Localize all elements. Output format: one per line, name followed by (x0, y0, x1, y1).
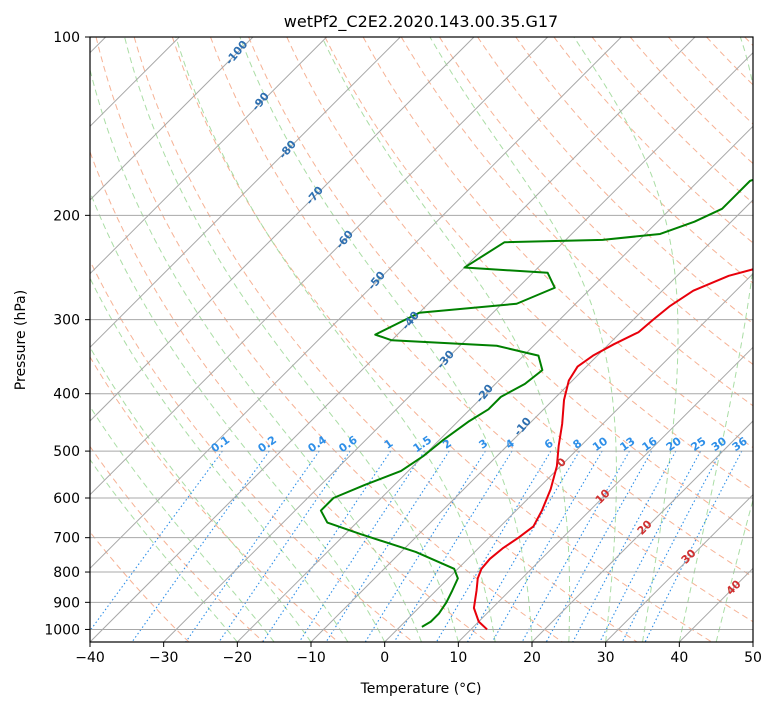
dry-adiabat-line (171, 37, 712, 642)
dry-adiabat-line (90, 445, 264, 642)
x-tick-label: −30 (149, 650, 179, 666)
mixing-ratio-line (467, 450, 580, 642)
isotherm-line (236, 125, 753, 642)
profiles (319, 178, 753, 631)
dewpoint-profile-line (319, 178, 753, 628)
moist-adiabat-line (90, 67, 422, 642)
isotherm-line (310, 199, 753, 642)
dry-adiabat-line (591, 37, 753, 204)
moist-adiabat-line (321, 37, 571, 642)
y-tick-label: 700 (53, 531, 80, 547)
x-axis: −40 −30 −20 −10 0 10 20 30 40 50 (75, 642, 762, 666)
x-tick-label: 40 (670, 650, 688, 666)
pressure-gridlines (90, 37, 753, 630)
mixing-ratio-line (218, 450, 351, 642)
dry-adiabat-line (210, 37, 753, 623)
y-tick-label: 300 (53, 313, 80, 329)
temperature-profile-line (472, 268, 753, 631)
dry-adiabat-line (95, 37, 563, 642)
isotherm-line (90, 37, 622, 570)
moist-adiabat-line (715, 498, 753, 642)
isotherm-line (384, 272, 753, 642)
isotherm-line (90, 37, 254, 201)
isotherm-line (90, 37, 475, 422)
mixing-ratio-line (393, 450, 513, 642)
x-tick-label: 30 (597, 650, 615, 666)
moist-adiabat-line (90, 277, 349, 642)
dry-adiabat-line (324, 37, 753, 491)
moist-adiabat-line (90, 405, 275, 642)
y-axis-title: Pressure (hPa) (13, 290, 29, 390)
x-tick-label: −40 (75, 650, 105, 666)
isotherm-line (163, 51, 753, 642)
isotherm-line (90, 37, 549, 496)
mixing-ratio-line (185, 450, 320, 642)
mixing-ratio-line (521, 450, 630, 642)
y-tick-label: 200 (53, 208, 80, 224)
x-tick-label: 0 (380, 650, 389, 666)
moist-adiabat-line (175, 37, 496, 642)
plot-frame (89, 36, 754, 643)
dry-adiabat-line (90, 356, 339, 642)
moist-adiabat-line (429, 37, 617, 642)
mixing-ratio-line (131, 450, 270, 642)
isotherm-line (531, 420, 753, 642)
isotherm-line (90, 37, 328, 275)
moist-adiabat-line (90, 190, 386, 642)
dry-adiabat-line (553, 37, 753, 244)
mixing-ratio-line (599, 450, 702, 642)
y-tick-label: 800 (53, 565, 80, 581)
x-tick-label: 50 (744, 650, 762, 666)
y-tick-label: 900 (53, 595, 80, 611)
mixing-ratio-line (572, 450, 677, 642)
y-tick-label: 600 (53, 491, 80, 507)
y-axis: 100 200 300 400 500 600 700 800 900 1000 (44, 30, 90, 638)
mixing-ratio-lines (90, 450, 743, 642)
mixing-ratio-line (621, 450, 722, 642)
x-axis-title: Temperature (°C) (360, 681, 482, 697)
y-tick-label: 500 (53, 444, 80, 460)
dry-adiabat-line (248, 37, 753, 578)
dry-adiabat-line (90, 259, 414, 642)
mixing-ratio-line (435, 450, 552, 642)
y-tick-label: 400 (53, 387, 80, 403)
moist-adiabat-line (573, 37, 679, 642)
mixing-ratio-line (545, 450, 653, 642)
y-tick-label: 1000 (44, 622, 80, 638)
dry-adiabat-line (439, 37, 753, 365)
dry-adiabat-line (286, 37, 753, 534)
isotherm-line (457, 346, 753, 642)
x-tick-label: 20 (523, 650, 541, 666)
moist-adiabat-line (90, 458, 238, 642)
mixing-ratio-line (364, 450, 486, 642)
chart-title: wetPf2_C2E2.2020.143.00.35.G17 (284, 12, 558, 32)
x-tick-label: −10 (296, 650, 326, 666)
moist-adiabat-line (239, 37, 533, 642)
moist-adiabat-line (678, 37, 753, 642)
moist-adiabat-line (124, 37, 459, 642)
mixing-ratio-line (491, 450, 603, 642)
x-tick-label: −20 (223, 650, 253, 666)
dry-adiabat-line (400, 37, 753, 407)
y-tick-label: 100 (53, 30, 80, 46)
isotherm-line (90, 37, 401, 349)
isotherm-line (752, 641, 753, 642)
plot-background (90, 37, 753, 642)
isotherms (90, 37, 753, 642)
dry-adiabat-line (133, 37, 638, 642)
isotherm-line (605, 493, 753, 642)
x-tick-label: 10 (449, 650, 467, 666)
